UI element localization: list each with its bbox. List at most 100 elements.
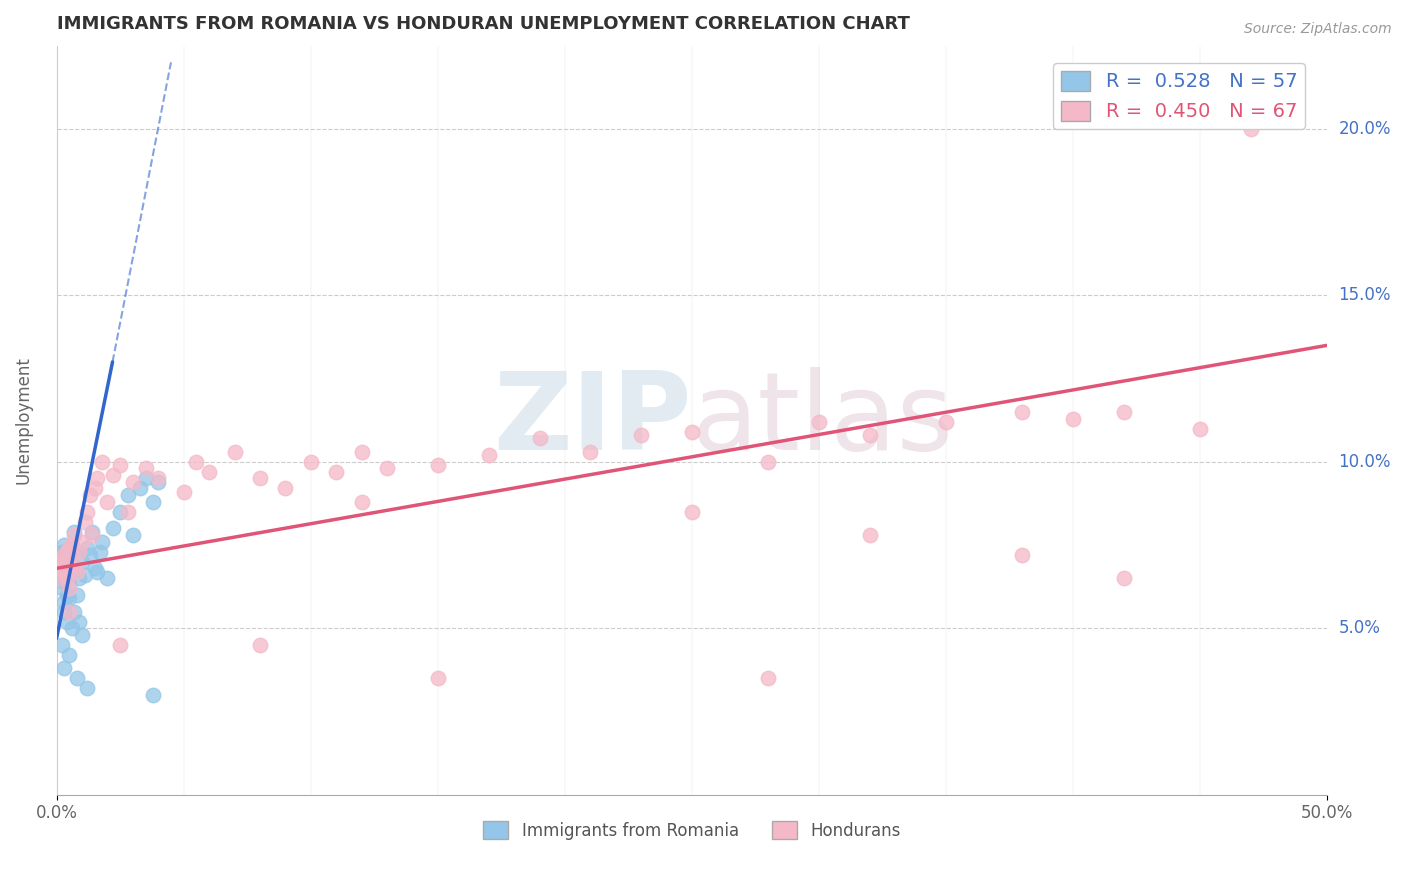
Point (108, 505, 131, 519)
Point (249, 471, 271, 485)
Point (70, 534, 93, 549)
Point (198, 465, 221, 479)
Point (142, 688, 165, 702)
Point (53, 661, 76, 675)
Point (70, 555, 93, 569)
Point (529, 432, 551, 446)
Point (53, 551, 76, 566)
Text: 5.0%: 5.0% (1339, 619, 1381, 637)
Point (51, 544, 73, 558)
Point (53, 594, 76, 608)
Point (51, 561, 73, 575)
Point (73, 568, 96, 582)
Point (48, 571, 70, 585)
Point (108, 458, 131, 472)
Point (66, 671, 89, 685)
Point (82, 528, 104, 542)
Point (756, 671, 779, 685)
Point (1189, 421, 1212, 435)
Point (274, 482, 297, 496)
Point (60, 548, 83, 562)
Point (249, 638, 271, 652)
Point (76, 541, 98, 556)
Point (53, 561, 76, 575)
Point (86, 471, 108, 485)
Point (83, 482, 105, 496)
Point (69, 571, 91, 585)
Point (173, 484, 195, 499)
Point (63, 528, 86, 542)
Point (55, 571, 77, 585)
Point (1112, 405, 1135, 419)
Point (53, 605, 76, 619)
Point (96, 494, 118, 508)
Point (426, 458, 449, 472)
Point (325, 465, 347, 479)
Point (859, 428, 882, 442)
Point (58, 605, 80, 619)
Point (53, 538, 76, 552)
Point (66, 565, 89, 579)
Point (859, 528, 882, 542)
Point (935, 415, 957, 429)
Point (48, 558, 70, 572)
Y-axis label: Unemployment: Unemployment (15, 356, 32, 484)
Point (91, 455, 114, 469)
Point (76, 681, 98, 695)
Point (58, 555, 80, 569)
Point (60, 548, 83, 562)
Text: 20.0%: 20.0% (1339, 120, 1391, 138)
Point (51, 571, 73, 585)
Point (375, 461, 398, 475)
Point (60, 541, 83, 556)
Point (53, 548, 76, 562)
Point (48, 568, 70, 582)
Point (58, 578, 80, 592)
Point (117, 505, 139, 519)
Point (681, 425, 703, 439)
Point (58, 582, 80, 596)
Point (51, 561, 73, 575)
Point (224, 445, 246, 459)
Point (101, 468, 124, 483)
Point (51, 555, 73, 569)
Point (63, 524, 86, 539)
Point (63, 605, 86, 619)
Point (1062, 411, 1084, 425)
Point (478, 448, 501, 462)
Point (86, 565, 108, 579)
Point (63, 561, 86, 575)
Point (70, 628, 93, 642)
Point (108, 638, 131, 652)
Point (63, 561, 86, 575)
Point (148, 471, 170, 485)
Point (58, 648, 80, 662)
Point (79, 488, 101, 502)
Point (756, 455, 779, 469)
Text: 15.0%: 15.0% (1339, 286, 1391, 304)
Point (121, 475, 143, 489)
Point (350, 445, 373, 459)
Point (58, 591, 80, 606)
Point (60, 621, 83, 635)
Point (142, 494, 165, 508)
Point (51, 582, 73, 596)
Text: atlas: atlas (692, 368, 955, 473)
Point (55, 615, 77, 629)
Point (82, 524, 104, 539)
Point (58, 541, 80, 556)
Point (79, 548, 101, 562)
Point (55, 551, 77, 566)
Point (579, 445, 602, 459)
Point (76, 505, 98, 519)
Point (129, 482, 152, 496)
Point (186, 455, 208, 469)
Point (121, 528, 143, 542)
Point (66, 588, 89, 602)
Point (681, 505, 703, 519)
Point (135, 461, 157, 475)
Point (55, 544, 77, 558)
Point (1011, 405, 1033, 419)
Point (83, 561, 105, 575)
Point (350, 494, 373, 508)
